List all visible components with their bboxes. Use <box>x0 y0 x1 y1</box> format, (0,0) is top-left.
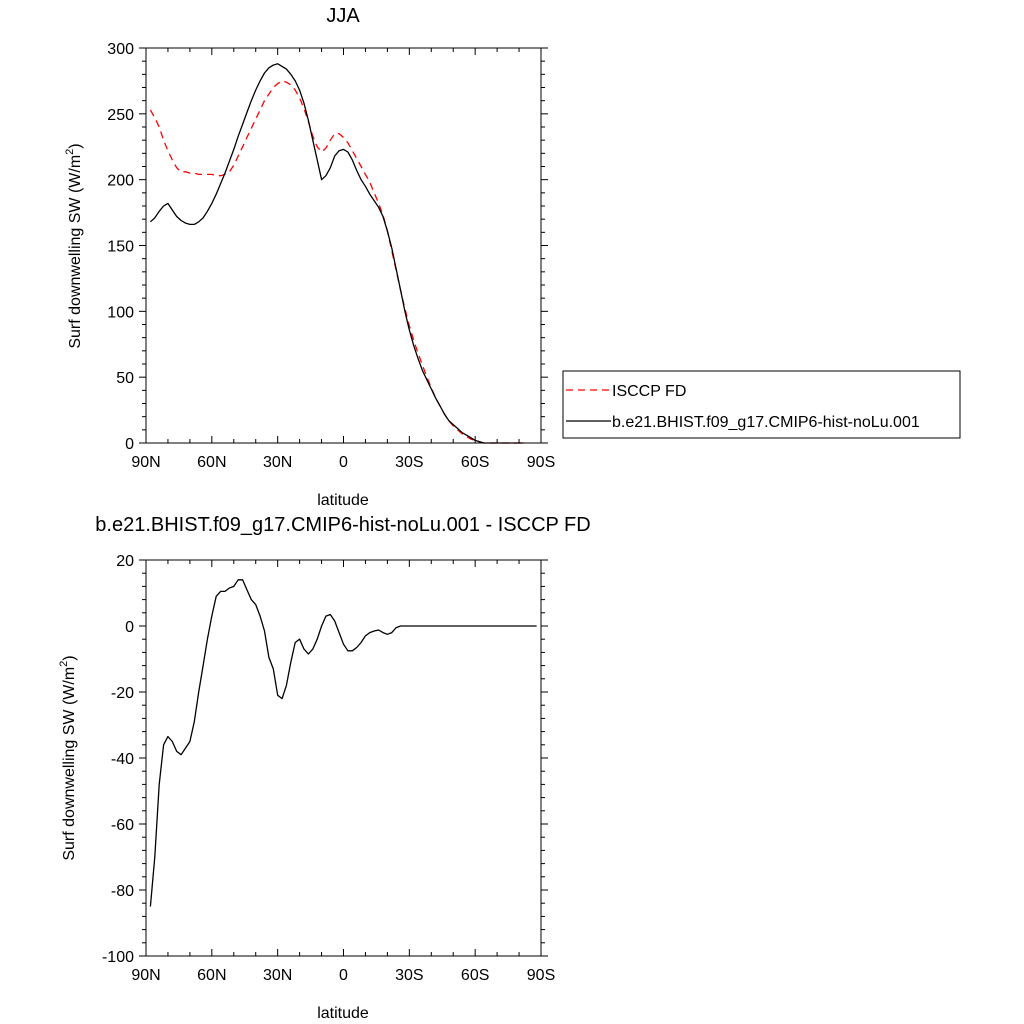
bottom-panel-lines <box>149 579 537 907</box>
bottom-x-tick-label: 30N <box>263 967 292 984</box>
bottom-y-tick-label: 0 <box>125 619 134 636</box>
legend: ISCCP FD b.e21.BHIST.f09_g17.CMIP6-hist-… <box>562 370 961 439</box>
top-y-tick-label: 0 <box>125 436 134 453</box>
bottom-ylabel-sup: 2 <box>58 661 70 667</box>
top-x-tick-label: 60S <box>461 454 489 471</box>
top-x-tick-label: 0 <box>339 454 348 471</box>
legend-label-model: b.e21.BHIST.f09_g17.CMIP6-hist-noLu.001 <box>612 414 920 431</box>
legend-label-isccp: ISCCP FD <box>612 383 686 400</box>
top-panel-ticks: 90N 60N 30N 0 30S 60S 90S 0 50 100 150 200 250 300 <box>107 41 555 471</box>
bottom-x-tick-label: 0 <box>339 967 348 984</box>
top-ylabel-sup: 2 <box>64 149 76 155</box>
top-y-tick-label: 300 <box>107 41 134 58</box>
bottom-plot-frame <box>145 559 542 957</box>
top-y-tick-label: 250 <box>107 107 134 124</box>
bottom-ylabel-main: Surf downwelling SW (W/m <box>61 667 78 861</box>
top-x-tick-label: 30N <box>263 454 292 471</box>
top-series-line-1 <box>149 63 524 444</box>
top-panel-lines <box>149 63 524 444</box>
bottom-x-tick-label: 90N <box>131 967 160 984</box>
top-y-tick-label: 150 <box>107 239 134 256</box>
top-series-line-0 <box>149 80 524 444</box>
top-y-tick-label: 100 <box>107 304 134 321</box>
top-panel-ylabel: Surf downwelling SW (W/m2) <box>64 143 84 348</box>
bottom-series-line-0 <box>149 579 537 907</box>
bottom-x-tick-label: 60S <box>461 967 489 984</box>
top-x-tick-label: 30S <box>395 454 423 471</box>
top-ylabel-tail: ) <box>67 143 84 148</box>
bottom-x-tick-label: 30S <box>395 967 423 984</box>
top-panel-title: JJA <box>326 5 360 27</box>
svg-text:Surf downwelling SW (W/m2): Surf downwelling SW (W/m2) <box>64 143 84 348</box>
bottom-panel-ylabel: Surf downwelling SW (W/m2) <box>58 655 78 860</box>
top-x-tick-label: 90S <box>527 454 555 471</box>
top-panel: JJA Surf downwelling SW (W/m2) latitude … <box>64 5 555 509</box>
svg-text:Surf downwelling SW (W/m2): Surf downwelling SW (W/m2) <box>58 655 78 860</box>
top-plot-frame <box>145 47 542 444</box>
bottom-panel-title: b.e21.BHIST.f09_g17.CMIP6-hist-noLu.001 … <box>95 514 590 536</box>
top-x-tick-label: 90N <box>131 454 160 471</box>
top-panel-xlabel: latitude <box>317 492 369 509</box>
top-y-tick-label: 50 <box>116 370 134 387</box>
legend-box <box>562 370 961 439</box>
bottom-panel-xlabel: latitude <box>317 1005 369 1022</box>
top-x-tick-label: 60N <box>197 454 226 471</box>
top-ylabel-main: Surf downwelling SW (W/m <box>67 155 84 349</box>
bottom-panel: b.e21.BHIST.f09_g17.CMIP6-hist-noLu.001 … <box>58 514 591 1022</box>
bottom-y-tick-label: -60 <box>111 817 134 834</box>
top-y-tick-label: 200 <box>107 173 134 190</box>
bottom-y-tick-label: 20 <box>116 553 134 570</box>
bottom-y-tick-label: -20 <box>111 685 134 702</box>
bottom-y-tick-label: -100 <box>102 949 134 966</box>
bottom-x-tick-label: 90S <box>527 967 555 984</box>
bottom-ylabel-tail: ) <box>61 655 78 660</box>
bottom-y-tick-label: -80 <box>111 883 134 900</box>
bottom-panel-ticks: 90N 60N 30N 0 30S 60S 90S -100 -80 -60 -40 -20 0 20 <box>102 553 555 984</box>
bottom-x-tick-label: 60N <box>197 967 226 984</box>
bottom-y-tick-label: -40 <box>111 751 134 768</box>
